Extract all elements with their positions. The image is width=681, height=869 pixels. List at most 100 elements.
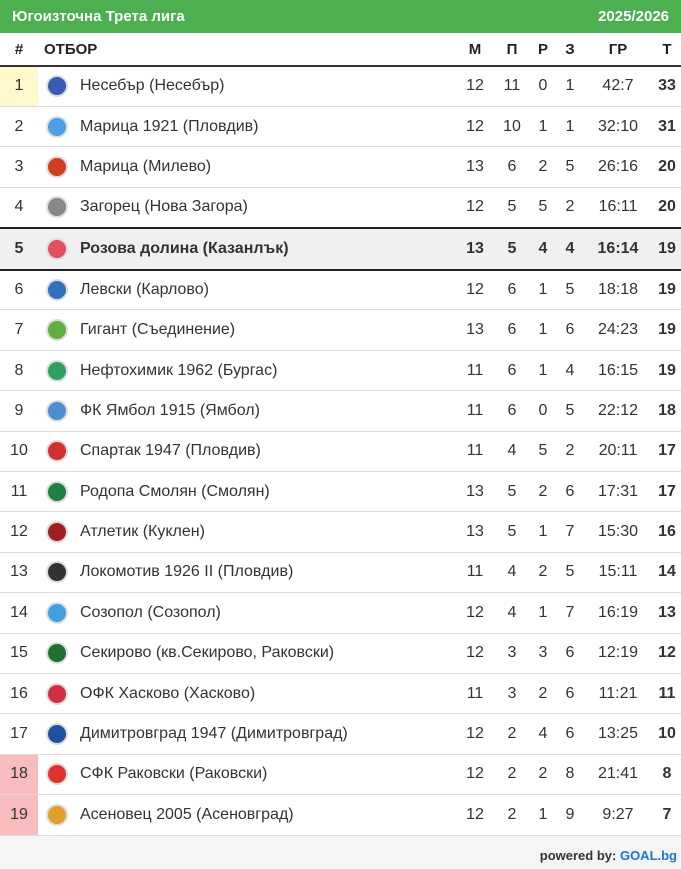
table-row[interactable]: 19 Асеновец 2005 (Асеновград) 12 2 1 9 9:27 7 — [0, 794, 681, 836]
position: 12 — [0, 511, 38, 553]
losses: 4 — [557, 226, 583, 271]
table-row[interactable]: 12 Атлетик (Куклен) 13 5 1 7 15:30 16 — [0, 511, 681, 553]
matches: 11 — [455, 350, 495, 392]
team-name[interactable]: Димитровград 1947 (Димитровград) — [76, 713, 455, 755]
team-name[interactable]: Розова долина (Казанлък) — [76, 226, 455, 271]
table-row[interactable]: 10 Спартак 1947 (Пловдив) 11 4 5 2 20:11 17 — [0, 431, 681, 473]
team-name[interactable]: Марица 1921 (Пловдив) — [76, 106, 455, 148]
table-row[interactable]: 1 Несебър (Несебър) 12 11 0 1 42:7 33 — [0, 66, 681, 107]
team-name[interactable]: ФК Ямбол 1915 (Ямбол) — [76, 390, 455, 432]
matches: 12 — [455, 187, 495, 229]
team-logo-icon — [38, 471, 76, 513]
season-label: 2025/2026 — [598, 8, 669, 25]
losses: 6 — [557, 471, 583, 513]
team-logo-icon — [38, 106, 76, 148]
team-logo-icon — [46, 115, 68, 138]
losses: 6 — [557, 673, 583, 715]
goals: 15:11 — [583, 552, 653, 594]
matches: 12 — [455, 66, 495, 107]
table-row[interactable]: 4 Загорец (Нова Загора) 12 5 5 2 16:11 20 — [0, 187, 681, 229]
team-name[interactable]: Марица (Милево) — [76, 146, 455, 188]
goals: 16:14 — [583, 226, 653, 271]
points: 17 — [653, 471, 681, 513]
matches: 11 — [455, 552, 495, 594]
position: 1 — [0, 66, 38, 107]
draws: 0 — [529, 390, 557, 432]
team-logo-icon — [38, 269, 76, 311]
col-losses: З — [557, 33, 583, 67]
powered-by-label: powered by: — [539, 847, 617, 863]
matches: 12 — [455, 106, 495, 148]
draws: 2 — [529, 552, 557, 594]
table-row[interactable]: 2 Марица 1921 (Пловдив) 12 10 1 1 32:10 31 — [0, 106, 681, 148]
position: 5 — [0, 226, 38, 271]
team-logo-icon — [38, 390, 76, 432]
matches: 11 — [455, 390, 495, 432]
position: 14 — [0, 592, 38, 634]
goal-bg-link[interactable]: GOAL.bg — [619, 847, 677, 863]
draws: 1 — [529, 269, 557, 311]
table-row[interactable]: 18 СФК Раковски (Раковски) 12 2 2 8 21:41 8 — [0, 754, 681, 796]
table-row[interactable]: 6 Левски (Карлово) 12 6 1 5 18:18 19 — [0, 269, 681, 311]
team-logo-icon — [38, 633, 76, 674]
team-name[interactable]: Асеновец 2005 (Асеновград) — [76, 794, 455, 836]
goals: 16:11 — [583, 187, 653, 229]
draws: 1 — [529, 350, 557, 392]
points: 31 — [653, 106, 681, 148]
draws: 3 — [529, 633, 557, 674]
team-name[interactable]: Секирово (кв.Секирово, Раковски) — [76, 633, 455, 674]
team-name[interactable]: Нефтохимик 1962 (Бургас) — [76, 350, 455, 392]
team-name[interactable]: Гигант (Съединение) — [76, 309, 455, 351]
team-name[interactable]: Спартак 1947 (Пловдив) — [76, 431, 455, 473]
goals: 32:10 — [583, 106, 653, 148]
table-row[interactable]: 14 Созопол (Созопол) 12 4 1 7 16:19 13 — [0, 592, 681, 634]
team-logo-icon — [46, 561, 68, 584]
team-logo-icon — [38, 146, 76, 188]
team-name[interactable]: Созопол (Созопол) — [76, 592, 455, 634]
team-logo-icon — [46, 359, 68, 382]
wins: 4 — [495, 552, 529, 594]
table-row[interactable]: 3 Марица (Милево) 13 6 2 5 26:16 20 — [0, 146, 681, 188]
goals: 24:23 — [583, 309, 653, 351]
team-name[interactable]: СФК Раковски (Раковски) — [76, 754, 455, 796]
team-name[interactable]: Загорец (Нова Загора) — [76, 187, 455, 229]
position: 16 — [0, 673, 38, 715]
col-goals: ГР — [583, 33, 653, 67]
wins: 6 — [495, 350, 529, 392]
team-name[interactable]: Атлетик (Куклен) — [76, 511, 455, 553]
table-row[interactable]: 13 Локомотив 1926 II (Пловдив) 11 4 2 5 15:11 1… — [0, 552, 681, 594]
goals: 9:27 — [583, 794, 653, 836]
draws: 0 — [529, 66, 557, 107]
table-row[interactable]: 11 Родопа Смолян (Смолян) 13 5 2 6 17:31 17 — [0, 471, 681, 513]
draws: 1 — [529, 106, 557, 148]
losses: 7 — [557, 592, 583, 634]
team-logo-icon — [46, 803, 68, 826]
matches: 12 — [455, 794, 495, 836]
losses: 6 — [557, 633, 583, 674]
team-logo-icon — [38, 350, 76, 392]
team-logo-icon — [38, 66, 76, 107]
table-row[interactable]: 17 Димитровград 1947 (Димитровград) 12 2 4 6 1… — [0, 713, 681, 755]
team-name[interactable]: Родопа Смолян (Смолян) — [76, 471, 455, 513]
points: 12 — [653, 633, 681, 674]
table-row[interactable]: 7 Гигант (Съединение) 13 6 1 6 24:23 19 — [0, 309, 681, 351]
team-logo-icon — [46, 237, 68, 260]
losses: 6 — [557, 713, 583, 755]
team-name[interactable]: Несебър (Несебър) — [76, 66, 455, 107]
team-logo-icon — [46, 440, 68, 463]
draws: 5 — [529, 187, 557, 229]
matches: 12 — [455, 713, 495, 755]
team-name[interactable]: ОФК Хасково (Хасково) — [76, 673, 455, 715]
wins: 10 — [495, 106, 529, 148]
matches: 12 — [455, 633, 495, 674]
team-name[interactable]: Локомотив 1926 II (Пловдив) — [76, 552, 455, 594]
table-row[interactable]: 15 Секирово (кв.Секирово, Раковски) 12 3 3 6 1… — [0, 633, 681, 674]
table-row[interactable]: 16 ОФК Хасково (Хасково) 11 3 2 6 11:21 11 — [0, 673, 681, 715]
table-row[interactable]: 5 Розова долина (Казанлък) 13 5 4 4 16:14 19 — [0, 226, 681, 271]
losses: 5 — [557, 269, 583, 311]
team-name[interactable]: Левски (Карлово) — [76, 269, 455, 311]
losses: 1 — [557, 106, 583, 148]
team-logo-icon — [38, 794, 76, 836]
table-row[interactable]: 8 Нефтохимик 1962 (Бургас) 11 6 1 4 16:15 19 — [0, 350, 681, 392]
table-row[interactable]: 9 ФК Ямбол 1915 (Ямбол) 11 6 0 5 22:12 18 — [0, 390, 681, 432]
